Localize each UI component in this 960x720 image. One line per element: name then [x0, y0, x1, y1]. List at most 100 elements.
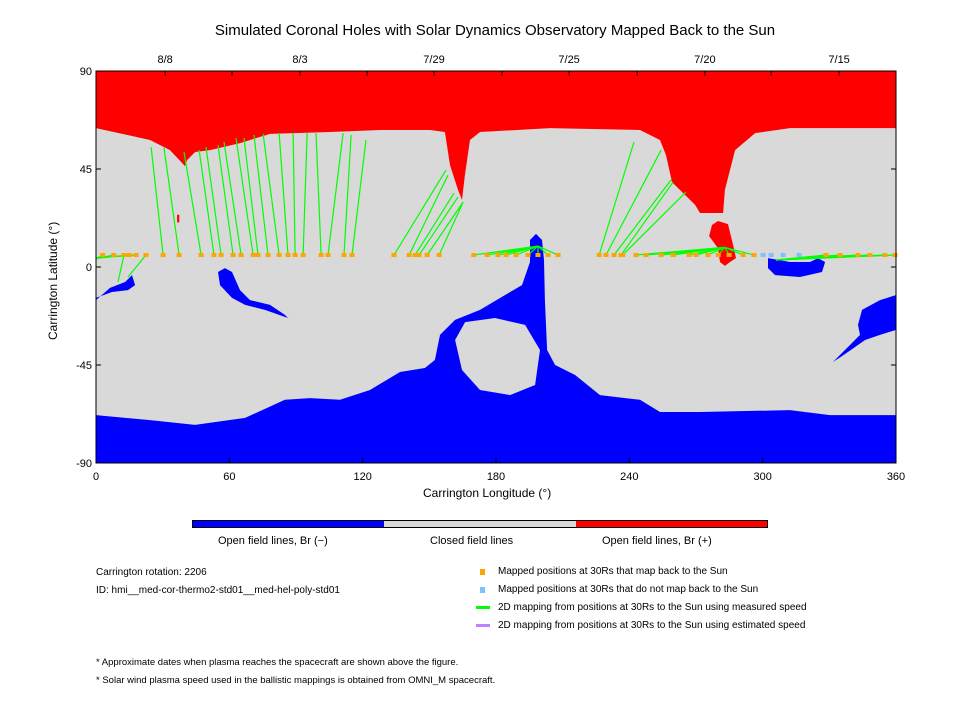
- positive-speck: [177, 214, 180, 223]
- legend-unmapped: Mapped positions at 30Rs that do not map…: [498, 584, 759, 595]
- x-tick-label: 360: [887, 471, 905, 483]
- x-tick-label: 240: [620, 471, 638, 483]
- y-tick-label: -45: [76, 360, 92, 372]
- measured-mapping-line: [198, 149, 215, 256]
- mapped-footpoint: [341, 253, 347, 258]
- date-label: 7/15: [828, 54, 849, 66]
- measured-mapping-line: [605, 149, 662, 256]
- mapped-footpoint: [495, 253, 501, 258]
- measured-mapping-line: [408, 174, 449, 256]
- measured-mapping-line: [253, 134, 269, 256]
- mapped-footpoint: [121, 253, 127, 258]
- model-id: ID: hmi__med-cor-thermo2-std01__med-hel-…: [96, 585, 340, 596]
- mapped-footpoint: [620, 253, 626, 258]
- mapped-footpoint: [211, 253, 217, 258]
- mapped-footpoint: [545, 253, 551, 258]
- note-dates: * Approximate dates when plasma reaches …: [96, 657, 459, 668]
- mid-negative-tail: [218, 268, 292, 323]
- mapped-footpoint: [126, 253, 132, 258]
- mapped-footpoint: [265, 253, 271, 258]
- mapped-footpoint: [176, 253, 182, 258]
- note-speed: * Solar wind plasma speed used in the ba…: [96, 675, 496, 686]
- measured-mapping-line: [351, 139, 367, 256]
- mapped-footpoint: [230, 253, 236, 258]
- mapped-footpoint: [292, 253, 298, 258]
- left-negative-blob: [96, 275, 136, 301]
- measured-mapping-line: [515, 245, 539, 256]
- colorbar-label-closed: Closed field lines: [430, 535, 514, 547]
- mapped-footpoint: [658, 253, 664, 258]
- unmapped-footpoint: [768, 253, 774, 258]
- mapped-footpoint: [436, 253, 442, 258]
- measured-mapping-line: [393, 169, 447, 256]
- mapped-footpoint: [143, 253, 149, 258]
- measured-mapping-line: [262, 133, 280, 256]
- measured-mapping-line: [205, 146, 222, 256]
- measured-mapping-line: [117, 254, 125, 283]
- mapped-footpoint: [555, 253, 561, 258]
- mapped-footpoint: [670, 253, 676, 258]
- chart-title: Simulated Coronal Holes with Solar Dynam…: [214, 22, 776, 39]
- mapped-footpoint: [198, 253, 204, 258]
- mapped-footpoint: [693, 253, 699, 258]
- mapped-footpoint: [855, 253, 861, 258]
- mapped-footpoint: [325, 253, 331, 258]
- measured-mapping-line: [622, 191, 687, 256]
- mapped-footpoint: [238, 253, 244, 258]
- north-positive-coronal-hole: [96, 71, 896, 213]
- mapped-footpoint: [633, 253, 639, 258]
- measured-mapping-line: [418, 196, 459, 256]
- measured-mapping-line: [127, 254, 147, 278]
- mapped-footpoint: [276, 253, 282, 258]
- measured-mapping-line: [724, 246, 755, 256]
- measured-mapping-line: [695, 246, 726, 256]
- measured-mapping-line: [217, 144, 234, 256]
- mapped-footpoint: [882, 253, 888, 258]
- mapped-footpoint: [715, 253, 721, 258]
- mapped-footpoint: [643, 253, 649, 258]
- mapped-footpoint: [751, 253, 757, 258]
- measured-mapping-line: [620, 181, 674, 256]
- date-label: 7/29: [423, 54, 444, 66]
- measured-mapping-line: [315, 133, 322, 256]
- mapped-footpoint: [100, 253, 106, 258]
- y-tick-label: 0: [86, 262, 92, 274]
- measured-mapping-line: [150, 146, 164, 256]
- estimated-line-icon: [476, 624, 490, 627]
- measured-mapping-line: [438, 201, 464, 256]
- measured-mapping-line: [292, 133, 296, 256]
- measured-mapping-line: [223, 141, 242, 256]
- unmapped-marker-icon: [480, 587, 485, 593]
- date-label: 7/20: [694, 54, 715, 66]
- colorbar-label-positive: Open field lines, Br (+): [602, 535, 712, 547]
- measured-mapping-line: [505, 245, 539, 256]
- y-tick-label: 45: [80, 164, 92, 176]
- legend-measured: 2D mapping from positions at 30Rs to the…: [498, 602, 807, 613]
- measured-mapping-line: [537, 245, 559, 256]
- mapped-footpoint: [318, 253, 324, 258]
- mapped-footpoint: [603, 253, 609, 258]
- mapped-footpoint: [867, 253, 873, 258]
- colorbar-positive: [575, 521, 767, 527]
- mapped-footpoint: [471, 253, 477, 258]
- mapped-footpoint: [705, 253, 711, 258]
- measured-line-icon: [476, 606, 490, 609]
- unmapped-footpoint: [796, 253, 802, 258]
- mapped-footpoint: [424, 253, 430, 258]
- mapped-footpoint: [412, 253, 418, 258]
- mapped-footpoint: [133, 253, 139, 258]
- measured-mapping-line: [235, 137, 254, 256]
- mapped-footpoint: [686, 253, 692, 258]
- mapped-footpoint: [596, 253, 602, 258]
- mapped-footpoint: [892, 253, 898, 258]
- mapped-footpoint: [218, 253, 224, 258]
- mapped-footpoint: [349, 253, 355, 258]
- colorbar-closed: [384, 521, 576, 527]
- mapped-footpoint: [300, 253, 306, 258]
- measured-mapping-line: [613, 179, 672, 256]
- x-tick-label: 60: [223, 471, 235, 483]
- mapped-footpoint: [503, 253, 509, 258]
- date-label: 7/25: [558, 54, 579, 66]
- measured-mapping-line: [414, 192, 455, 256]
